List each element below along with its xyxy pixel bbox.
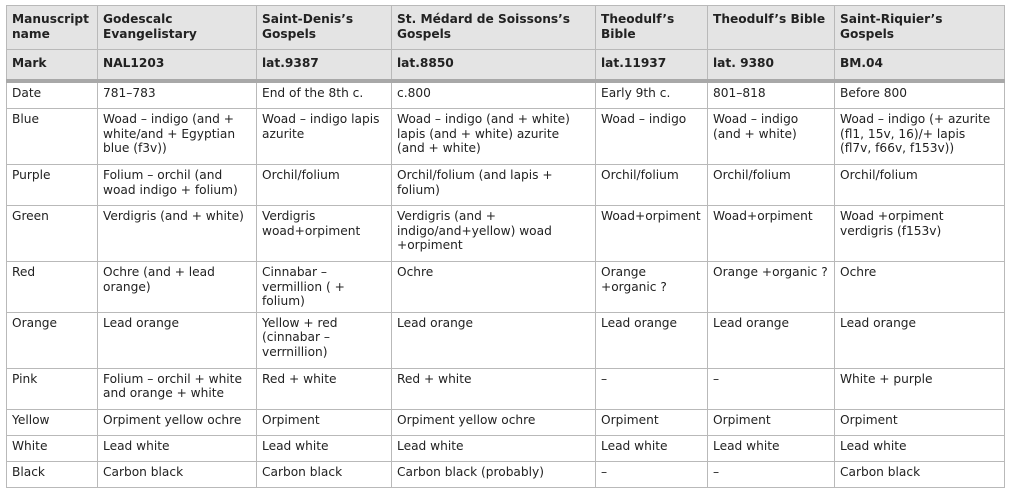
table-cell: Woad – indigo (and + white) lapis (and +… — [391, 108, 596, 165]
table-row: Date 781–783 End of the 8th c. c.800 Early 9… — [6, 80, 1005, 109]
row-label-cell: Purple — [6, 164, 98, 206]
table-cell: – — [595, 367, 708, 410]
table-cell: Red + white — [256, 367, 392, 410]
header-cell: Saint-Riquier’s Gospels — [834, 5, 1005, 50]
table-cell: Woad – indigo (and + white) — [707, 108, 835, 165]
table-cell: Orange +organic ? — [595, 261, 708, 313]
table-row: Green Verdigris (and + white) Verdigris wo… — [6, 205, 1005, 262]
header-cell: Manuscript name — [6, 5, 98, 50]
table-cell: Woad +orpiment verdigris (f153v) — [834, 205, 1005, 262]
table-cell: Woad – indigo lapis azurite — [256, 108, 392, 165]
table-cell: Lead orange — [97, 311, 257, 369]
row-label-cell: Blue — [6, 108, 98, 165]
table-cell: Lead orange — [595, 311, 708, 369]
table-cell: Orchil/folium — [595, 164, 708, 206]
mark-cell: BM.04 — [834, 49, 1005, 83]
table-row: Purple Folium – orchil (and woad indigo +… — [6, 164, 1005, 206]
table-row: White Lead white Lead white Lead white Lead … — [6, 434, 1005, 462]
header-cell: Godescalc Evangelistary — [97, 5, 257, 50]
mark-cell: Mark — [6, 49, 98, 83]
table-cell: Orpiment yellow ochre — [391, 408, 596, 436]
table-cell: White + purple — [834, 367, 1005, 410]
row-label-cell: Red — [6, 261, 98, 313]
table-cell: Orpiment — [707, 408, 835, 436]
pigment-table: Manuscript name Godescalc Evangelistary … — [6, 5, 1005, 488]
row-label-cell: Pink — [6, 367, 98, 410]
pigment-table-container: Manuscript name Godescalc Evangelistary … — [6, 5, 1005, 488]
table-cell: c.800 — [391, 80, 596, 109]
table-cell: Carbon black — [834, 460, 1005, 488]
table-cell: Folium – orchil + white and orange + whi… — [97, 367, 257, 410]
table-cell: Orchil/folium — [256, 164, 392, 206]
mark-cell: NAL1203 — [97, 49, 257, 83]
row-label-cell: Yellow — [6, 408, 98, 436]
header-row-mark: Mark NAL1203 lat.9387 lat.8850 lat.11937… — [6, 49, 1005, 83]
table-cell: Orange +organic ? — [707, 261, 835, 313]
header-cell: Saint-Denis’s Gospels — [256, 5, 392, 50]
table-cell: Verdigris (and + indigo/and+yellow) woad… — [391, 205, 596, 262]
table-cell: Orpiment — [595, 408, 708, 436]
table-row: Blue Woad – indigo (and + white/and + Egy… — [6, 108, 1005, 165]
table-cell: Lead orange — [391, 311, 596, 369]
header-row-manuscript: Manuscript name Godescalc Evangelistary … — [6, 5, 1005, 50]
row-label-cell: Green — [6, 205, 98, 262]
row-label-cell: White — [6, 434, 98, 462]
table-cell: Lead white — [707, 434, 835, 462]
table-cell: Woad – indigo (and + white/and + Egyptia… — [97, 108, 257, 165]
table-cell: – — [707, 460, 835, 488]
table-cell: Orpiment — [834, 408, 1005, 436]
table-row: Orange Lead orange Yellow + red (cinnabar … — [6, 311, 1005, 369]
table-cell: End of the 8th c. — [256, 80, 392, 109]
header-cell: Theodulf’s Bible — [595, 5, 708, 50]
table-cell: Lead white — [391, 434, 596, 462]
table-cell: Woad – indigo (+ azurite (fl1, 15v, 16)/… — [834, 108, 1005, 165]
table-cell: Lead white — [834, 434, 1005, 462]
table-cell: Before 800 — [834, 80, 1005, 109]
table-cell: Carbon black — [256, 460, 392, 488]
table-cell: Lead white — [256, 434, 392, 462]
mark-cell: lat.9387 — [256, 49, 392, 83]
table-cell: Ochre — [391, 261, 596, 313]
table-cell: – — [707, 367, 835, 410]
row-label-cell: Orange — [6, 311, 98, 369]
table-row: Red Ochre (and + lead orange) Cinnabar – v… — [6, 261, 1005, 313]
table-cell: Woad+orpiment — [707, 205, 835, 262]
table-cell: Lead white — [595, 434, 708, 462]
mark-cell: lat.11937 — [595, 49, 708, 83]
table-cell: Ochre (and + lead orange) — [97, 261, 257, 313]
row-label-cell: Black — [6, 460, 98, 488]
table-cell: Carbon black (probably) — [391, 460, 596, 488]
table-cell: Orchil/folium — [834, 164, 1005, 206]
table-cell: Cinnabar – vermillion ( + folium) — [256, 261, 392, 313]
table-cell: Carbon black — [97, 460, 257, 488]
header-cell: St. Médard de Soissons’s Gospels — [391, 5, 596, 50]
table-cell: Lead orange — [834, 311, 1005, 369]
table-cell: Verdigris (and + white) — [97, 205, 257, 262]
table-cell: Folium – orchil (and woad indigo + foliu… — [97, 164, 257, 206]
table-cell: 801–818 — [707, 80, 835, 109]
mark-cell: lat. 9380 — [707, 49, 835, 83]
table-cell: Red + white — [391, 367, 596, 410]
table-cell: Ochre — [834, 261, 1005, 313]
table-cell: Early 9th c. — [595, 80, 708, 109]
table-cell: Woad+orpiment — [595, 205, 708, 262]
table-cell: Verdigris woad+orpiment — [256, 205, 392, 262]
table-cell: Orpiment — [256, 408, 392, 436]
header-cell: Theodulf’s Bible — [707, 5, 835, 50]
table-cell: 781–783 — [97, 80, 257, 109]
table-cell: Woad – indigo — [595, 108, 708, 165]
table-cell: Orpiment yellow ochre — [97, 408, 257, 436]
table-cell: Yellow + red (cinnabar – verrnillion) — [256, 311, 392, 369]
mark-cell: lat.8850 — [391, 49, 596, 83]
row-label-cell: Date — [6, 80, 98, 109]
table-cell: Lead white — [97, 434, 257, 462]
table-body: Date 781–783 End of the 8th c. c.800 Early 9… — [6, 80, 1005, 488]
table-cell: Lead orange — [707, 311, 835, 369]
table-cell: – — [595, 460, 708, 488]
table-row: Black Carbon black Carbon black Carbon blac… — [6, 460, 1005, 488]
table-cell: Orchil/folium — [707, 164, 835, 206]
table-row: Pink Folium – orchil + white and orange +… — [6, 367, 1005, 410]
table-cell: Orchil/folium (and lapis + folium) — [391, 164, 596, 206]
table-row: Yellow Orpiment yellow ochre Orpiment Orpim… — [6, 408, 1005, 436]
